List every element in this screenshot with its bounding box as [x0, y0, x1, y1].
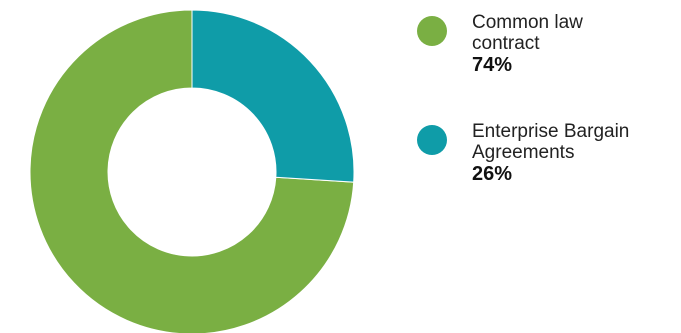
legend-label-eba: Enterprise Bargain Agreements	[472, 121, 630, 163]
donut-chart	[29, 9, 355, 333]
legend: Common law contract 74% Enterprise Barga…	[417, 12, 667, 230]
legend-value-eba: 26%	[472, 163, 513, 185]
legend-swatch-common-law	[417, 16, 447, 46]
slice-common-law	[29, 9, 355, 333]
legend-swatch-eba	[417, 125, 447, 155]
legend-value-common-law: 74%	[472, 54, 513, 76]
legend-item-eba: Enterprise Bargain Agreements 26%	[417, 121, 667, 185]
legend-label-common-law: Common law contract	[472, 12, 583, 54]
legend-item-common-law: Common law contract 74%	[417, 12, 667, 76]
slice-eba	[191, 9, 355, 183]
